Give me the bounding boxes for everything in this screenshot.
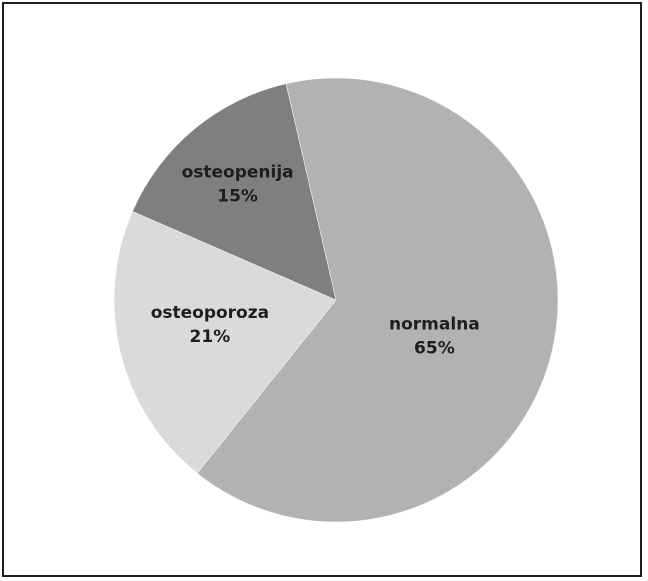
slice-label-normalna: normalna bbox=[389, 315, 480, 335]
slice-value-osteopenija: 15% bbox=[217, 187, 258, 207]
pie-slice-osteoporoza bbox=[113, 211, 337, 474]
pie-slice-normalna bbox=[196, 77, 559, 523]
slice-value-normalna: 65% bbox=[414, 339, 455, 359]
chart-frame: normalna 65% osteoporoza 21% osteopenija 15% bbox=[2, 2, 642, 577]
pie-slice-osteopenija bbox=[132, 83, 337, 301]
pie-slices bbox=[113, 77, 559, 523]
slice-label-osteopenija: osteopenija bbox=[182, 163, 294, 183]
pie-chart: normalna 65% osteoporoza 21% osteopenija 15% bbox=[113, 77, 559, 523]
slice-label-osteoporoza: osteoporoza bbox=[151, 303, 269, 323]
slice-labels: normalna 65% osteoporoza 21% osteopenija 15% bbox=[151, 163, 480, 359]
slice-value-osteoporoza: 21% bbox=[190, 327, 231, 347]
